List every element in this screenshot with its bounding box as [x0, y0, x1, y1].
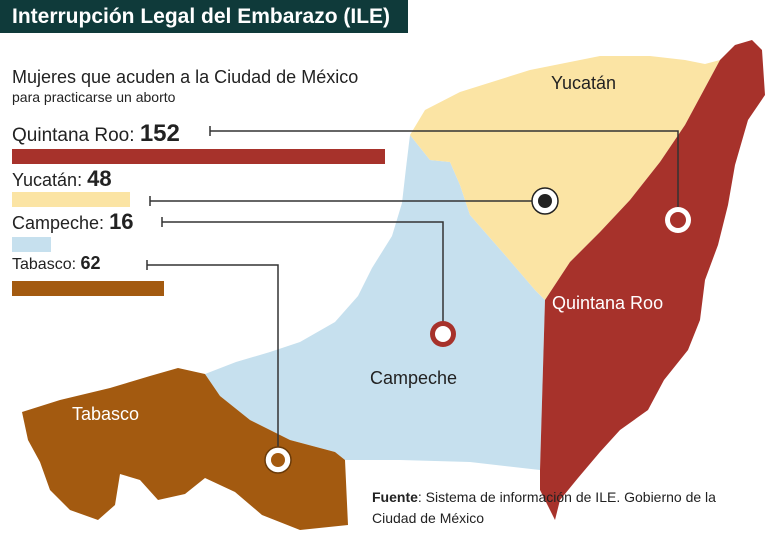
quintana-roo-state	[540, 40, 765, 520]
chart-subtitle-note: para practicarse un aborto	[12, 89, 176, 105]
bar-tabasco	[12, 281, 165, 296]
data-label: 62	[80, 253, 101, 273]
page-title: Interrupción Legal del Embarazo (ILE)	[0, 0, 408, 33]
category-label: Yucatán	[12, 170, 78, 190]
map-label-quintana-roo: Quintana Roo	[552, 293, 664, 313]
leader-quintana-roo	[210, 130, 679, 218]
bar-label-yucatan: Yucatán: 48	[12, 166, 112, 191]
map-label-yucatan: Yucatán	[551, 73, 617, 93]
category-label: Campeche	[12, 213, 100, 233]
data-label: 48	[87, 166, 112, 191]
bar-yucatan	[12, 192, 130, 207]
data-label: 16	[109, 209, 134, 234]
bar-quintana-roo	[12, 149, 385, 164]
campeche-state	[205, 135, 545, 470]
category-label: Tabasco	[12, 256, 72, 273]
marker-campeche	[430, 321, 456, 347]
tabasco-state	[22, 368, 348, 530]
map-label-tabasco: Tabasco	[72, 404, 140, 424]
source-note: Fuente: Sistema de información de ILE. G…	[372, 487, 764, 529]
leader-campeche	[162, 221, 444, 332]
bar-label-tabasco: Tabasco: 62	[12, 253, 101, 273]
marker-quintana-roo	[665, 207, 691, 233]
yucatan-state	[410, 56, 720, 300]
category-label: Quintana Roo	[12, 125, 130, 146]
chart-subtitle: Mujeres que acuden a la Ciudad de México	[12, 67, 359, 87]
data-label: 152	[139, 120, 180, 147]
bar-label-quintana-roo: Quintana Roo: 152	[12, 120, 180, 147]
bar-label-campeche: Campeche: 16	[12, 209, 134, 234]
bar-campeche	[12, 237, 52, 252]
leader-tabasco	[147, 264, 279, 459]
marker-yucatan	[531, 187, 559, 215]
source-label: Fuente	[372, 489, 418, 505]
map-label-campeche: Campeche	[370, 368, 458, 388]
source-text: : Sistema de información de ILE. Gobiern…	[372, 489, 716, 526]
marker-tabasco	[264, 446, 292, 474]
